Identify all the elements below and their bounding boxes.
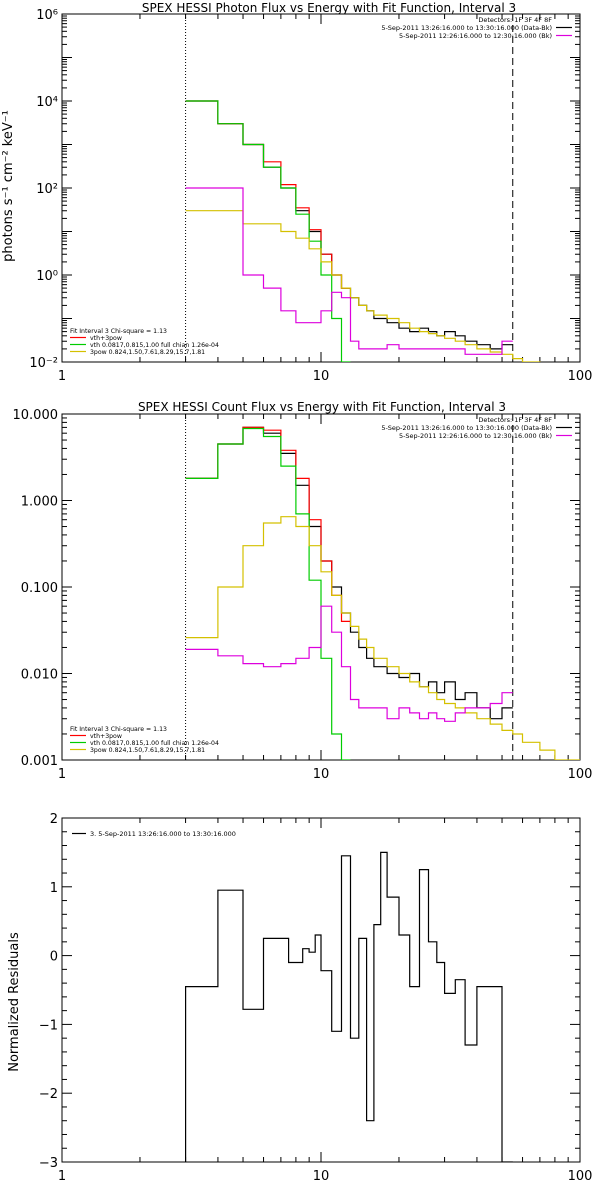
y-tick-label: 1 [50, 881, 58, 896]
y-tick-label: 1.000 [21, 495, 58, 510]
x-tick-label: 100 [568, 1169, 593, 1184]
series-line [185, 426, 351, 622]
y-tick-label: 10⁰ [36, 269, 58, 284]
y-tick-label: 0.010 [21, 668, 58, 683]
legend-entry: 5-Sep-2011 13:26:16.000 to 13:30:16.000 … [381, 24, 552, 32]
legend-entry: 5-Sep-2011 12:26:16.000 to 12:30:16.000 … [399, 32, 552, 40]
y-tick-label: 0.001 [21, 754, 58, 769]
y-tick-label: −1 [39, 1018, 58, 1033]
count-flux-panel: SPEX HESSI Count Flux vs Energy with Fit… [13, 400, 593, 782]
y-tick-label: −2 [39, 1087, 58, 1102]
y-tick-label: 0 [50, 950, 58, 965]
legend-entry: Detectors: 1F 3F 4F 8F [478, 416, 552, 424]
x-tick-label: 100 [568, 369, 593, 384]
legend-entry: Fit Interval 3 Chi-square = 1.13 [70, 726, 167, 733]
y-tick-label: 2 [50, 812, 58, 827]
x-tick-label: 1 [58, 1169, 66, 1184]
legend-entry: vth 0.0817,0.815,1.00 full chian 1.26e-0… [90, 740, 219, 747]
series-line [185, 516, 580, 760]
y-tick-label: 10.000 [13, 408, 59, 423]
legend-entry: 3. 5-Sep-2011 13:26:16.000 to 13:30:16.0… [90, 830, 236, 838]
legend-entry: 3pow 0.824,1.50,7.61,8.29,15.7,1.81 [90, 747, 205, 754]
legend-entry: vth 0.0817,0.815,1.00 full chian 1.26e-0… [90, 342, 219, 349]
legend-entry: 5-Sep-2011 13:26:16.000 to 13:30:16.000 … [381, 424, 552, 432]
y-axis-label: photons s⁻¹ cm⁻² keV⁻¹ [1, 110, 16, 262]
legend-entry: 5-Sep-2011 12:26:16.000 to 12:30:16.000 … [399, 432, 552, 440]
x-tick-label: 10 [313, 369, 330, 384]
y-axis-label: Normalized Residuals [7, 932, 22, 1072]
x-tick-label: 100 [568, 767, 593, 782]
axes-frame [61, 13, 581, 363]
chart-title: SPEX HESSI Count Flux vs Energy with Fit… [138, 400, 506, 414]
legend-entry: vth+3pow [90, 733, 122, 740]
legend-entry: 3pow 0.824,1.50,7.61,8.29,15.7,1.81 [90, 349, 205, 356]
series-line [185, 187, 513, 355]
photon-flux-panel: SPEX HESSI Photon Flux vs Energy with Fi… [1, 1, 592, 384]
series-line [185, 427, 351, 760]
x-tick-label: 1 [58, 369, 66, 384]
y-tick-label: 10² [36, 182, 58, 197]
x-tick-label: 10 [313, 767, 330, 782]
legend-entry: vth+3pow [90, 335, 122, 342]
series-line [185, 210, 541, 362]
y-tick-label: 10⁻² [29, 356, 58, 371]
chart-title: SPEX HESSI Photon Flux vs Energy with Fi… [142, 1, 516, 15]
plot-area: 1 10 100 −3 −2 −1 0 1 2 3. 5-Sep-2011 13:26:16.00… [39, 812, 593, 1184]
series-line [185, 605, 513, 722]
series-line [185, 851, 513, 1162]
x-tick-label: 1 [58, 767, 66, 782]
y-tick-label: 10⁶ [36, 8, 58, 23]
y-tick-label: −3 [39, 1156, 58, 1171]
y-tick-label: 0.100 [21, 581, 58, 596]
plot-area: 1 10 100 0.001 0.010 0.100 1.000 10.000 Detector… [13, 408, 593, 782]
y-tick-label: 10⁴ [36, 95, 58, 110]
series-line [185, 100, 351, 362]
series-line [185, 100, 351, 289]
plot-area: 1 10 100 10⁻² 10⁰ 10² 10⁴ 10⁶ Detectors: 1F 3F 4… [29, 8, 592, 384]
series-line [185, 100, 513, 350]
x-tick-label: 10 [313, 1169, 330, 1184]
legend-entry: Detectors: 1F 3F 4F 8F [478, 16, 552, 24]
legend-entry: Fit Interval 3 Chi-square = 1.13 [70, 328, 167, 335]
residuals-panel: Normalized Residuals 1 10 100 −3 −2 −1 0 1 2 3. 5… [7, 812, 592, 1184]
series-line [185, 426, 513, 720]
